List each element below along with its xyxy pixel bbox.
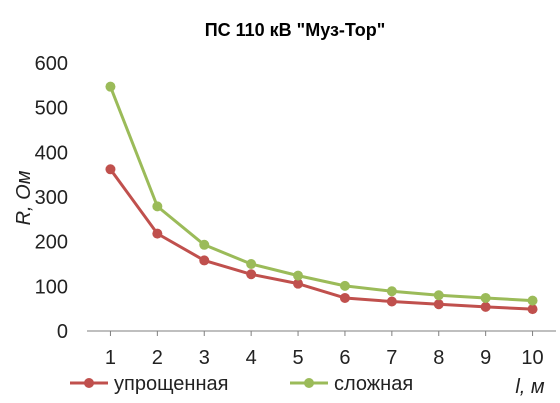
y-axis-ticks: 0 100 200 300 400 500 600 (35, 53, 68, 343)
legend-item: упрощенная (70, 373, 228, 395)
y-tick-label: 400 (35, 142, 68, 164)
legend-label: упрощенная (114, 373, 228, 395)
y-tick-label: 0 (57, 321, 68, 343)
x-axis-label: l, м (515, 376, 545, 398)
data-point (480, 301, 491, 312)
series-line-2 (109, 86, 533, 303)
data-point (527, 295, 538, 306)
data-point (152, 228, 163, 239)
x-tick-label: 4 (246, 347, 257, 369)
x-tick-label: 10 (521, 347, 543, 369)
legend-label: сложная (334, 373, 413, 395)
data-point (246, 259, 257, 269)
series-layer (105, 81, 538, 315)
series-line-1 (109, 168, 533, 311)
data-point (386, 296, 397, 307)
data-point (246, 269, 257, 280)
y-axis-label: R, Ом (13, 170, 35, 225)
legend: упрощенная сложная (70, 373, 413, 395)
x-tick-label: 1 (105, 347, 116, 369)
legend-marker (84, 378, 94, 388)
data-point (386, 286, 397, 297)
data-point (433, 290, 444, 301)
x-tick-label: 8 (433, 347, 444, 369)
y-tick-label: 200 (35, 232, 68, 254)
data-point (293, 270, 304, 281)
x-tick-label: 3 (199, 347, 210, 369)
data-point (105, 81, 116, 92)
x-tick-label: 7 (386, 347, 397, 369)
data-point (199, 239, 210, 250)
x-tick-label: 2 (152, 347, 163, 369)
data-point (339, 280, 350, 291)
y-tick-label: 300 (35, 187, 68, 209)
legend-marker (304, 378, 314, 388)
data-point (527, 304, 538, 315)
data-point (199, 255, 210, 266)
y-tick-label: 600 (35, 53, 68, 75)
data-point (293, 278, 304, 289)
y-tick-label: 100 (35, 276, 68, 298)
data-point (105, 164, 116, 175)
x-tick-label: 5 (292, 347, 303, 369)
legend-item: сложная (290, 373, 413, 395)
y-tick-label: 500 (35, 98, 68, 120)
chart-title: ПС 110 кВ "Муз-Тор" (205, 20, 386, 40)
data-point (433, 299, 444, 310)
data-point (480, 292, 491, 303)
data-point (152, 201, 163, 212)
x-tick-label: 6 (339, 347, 350, 369)
data-point (339, 292, 350, 303)
x-axis-ticks: 1 2 3 4 5 6 7 8 9 10 (105, 331, 544, 369)
x-tick-label: 9 (480, 347, 491, 369)
